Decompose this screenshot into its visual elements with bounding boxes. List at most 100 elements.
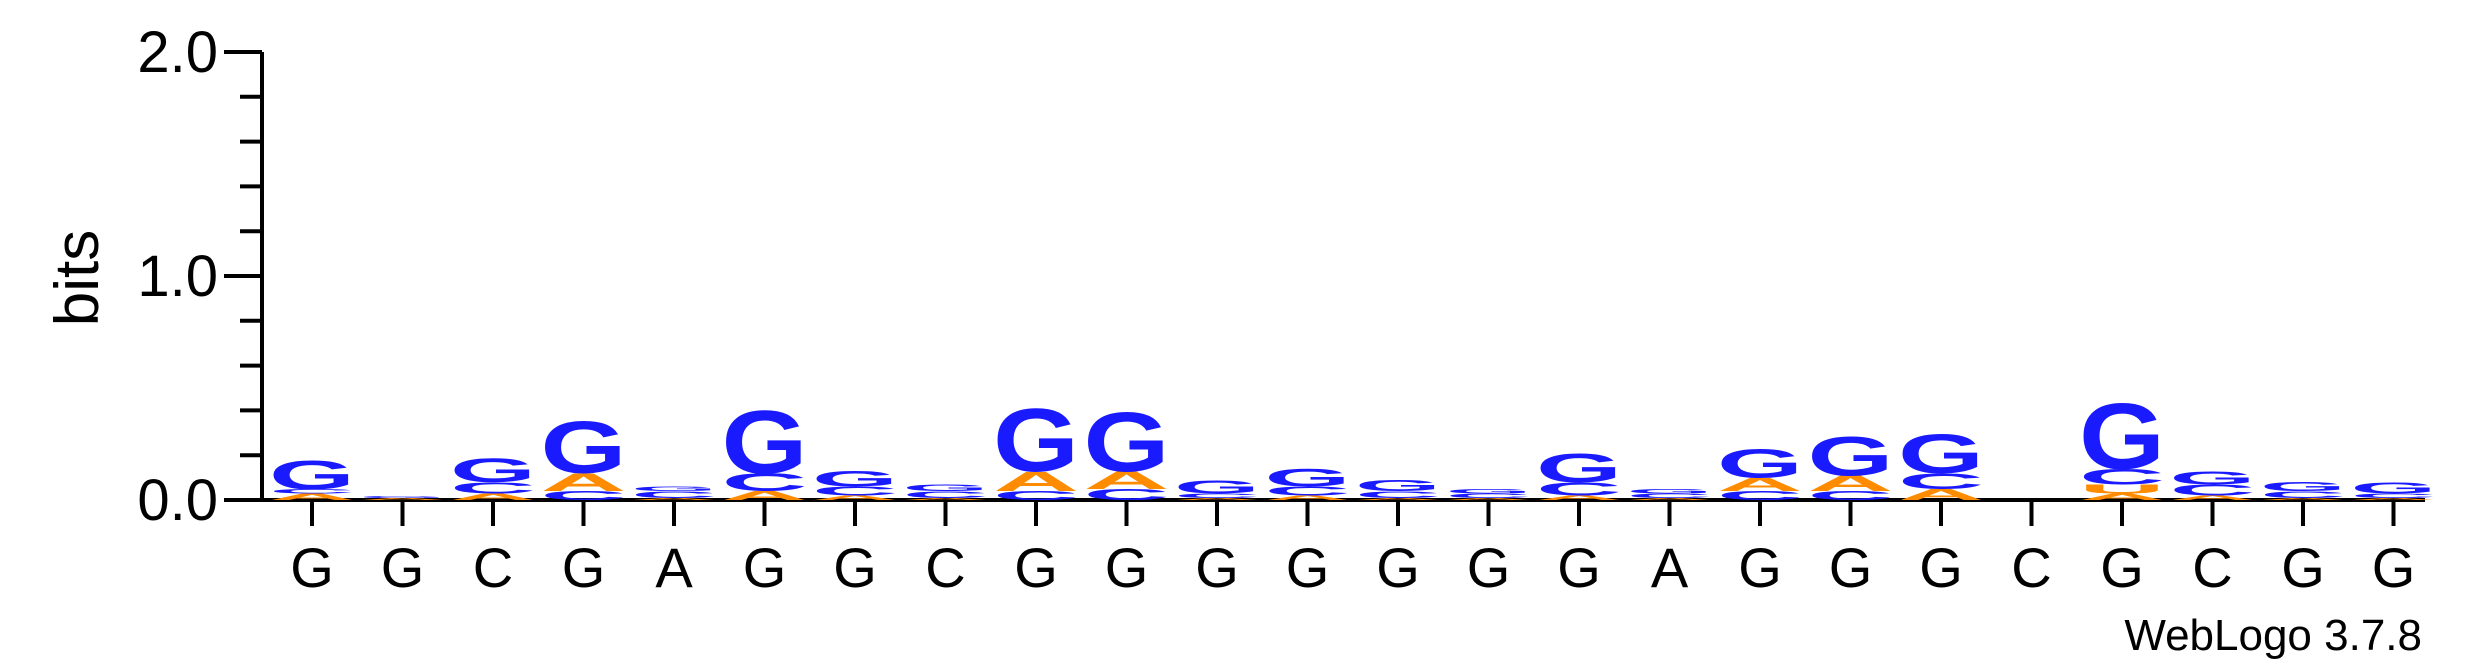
logo-letter-c: C: [2260, 489, 2346, 499]
logo-letter-a: A: [541, 469, 627, 497]
logo-letter-c: C: [903, 489, 989, 499]
logo-letter-a: A: [812, 494, 898, 501]
logo-letter-c: C: [1808, 489, 1894, 503]
logo-letter-c: C: [1536, 479, 1622, 500]
x-tick-label: C: [473, 536, 513, 599]
logo-letter-a: A: [269, 492, 355, 502]
logo-letter-c: C: [993, 489, 1079, 503]
logo-letter-a: A: [1627, 497, 1713, 500]
x-tick-label: G: [1557, 536, 1601, 599]
logo-letter-c: C: [1355, 489, 1441, 499]
logo-letter-a: A: [1265, 494, 1351, 501]
logo-letter-g: G: [1446, 488, 1532, 495]
logo-letter-g: G: [2170, 467, 2256, 488]
logo-letter-g: G: [450, 452, 536, 490]
logo-letter-c: C: [1446, 492, 1532, 499]
logo-letter-g: G: [360, 495, 446, 499]
x-tick-label: A: [1651, 536, 1689, 599]
axes: 0.0 1.0 2.0: [137, 20, 2425, 533]
logo-letter-a: A: [450, 492, 536, 502]
logo-letter-g: G: [2351, 479, 2437, 496]
y-tick-label: 0.0: [137, 468, 218, 533]
logo-letter-a: A: [1174, 497, 1260, 500]
logo-letter-g: G: [2079, 384, 2165, 489]
logo-letter-g: G: [1174, 476, 1260, 497]
x-tick-label: G: [381, 536, 425, 599]
x-tick-label: G: [743, 536, 787, 599]
logo-letter-c: C: [1898, 469, 1984, 493]
logo-letter-g: G: [541, 406, 627, 489]
x-tick-label: G: [2372, 536, 2416, 599]
x-tick-label: G: [1919, 536, 1963, 599]
x-tick-label: A: [655, 536, 693, 599]
logo-letter-g: G: [993, 390, 1079, 490]
credit-label: WebLogo 3.7.8: [2124, 611, 2422, 660]
logo-letter-a: A: [1717, 474, 1803, 495]
logo-letter-g: G: [812, 467, 898, 491]
logo-letter-a: A: [2079, 492, 2165, 502]
logo-letter-c: C: [2079, 465, 2165, 489]
logo-letter-a: A: [1084, 467, 1170, 495]
logo-letter-g: G: [1898, 423, 1984, 486]
x-tick-label: G: [562, 536, 606, 599]
x-tick-label: G: [1738, 536, 1782, 599]
logo-letter-c: C: [269, 488, 355, 495]
logo-letter-c: C: [1174, 492, 1260, 499]
y-tick-label: 2.0: [137, 20, 218, 85]
x-tick-label: C: [2192, 536, 2232, 599]
y-tick-label: 1.0: [137, 244, 218, 309]
logo-letter-a: A: [2260, 497, 2346, 500]
logo-letter-a: A: [631, 497, 717, 500]
logo-letter-c: C: [1717, 489, 1803, 503]
x-tick-label: C: [2011, 536, 2051, 599]
logo-letter-a: A: [903, 497, 989, 500]
x-tick-label: G: [1014, 536, 1058, 599]
x-tick-label: G: [2100, 536, 2144, 599]
logo-letter-c: C: [722, 469, 808, 497]
logo-letter-c: C: [631, 489, 717, 499]
logo-letter-a: A: [2351, 497, 2437, 500]
y-axis-label: bits: [43, 230, 112, 326]
logo-letter-g: G: [269, 452, 355, 497]
logo-letter-g: G: [722, 393, 808, 493]
logo-letter-a: A: [1446, 497, 1532, 500]
logo-letter-c: C: [1627, 492, 1713, 499]
logo-letter-g: G: [1808, 425, 1894, 488]
x-tick-label: G: [1467, 536, 1511, 599]
x-tick-label: G: [1286, 536, 1330, 599]
x-tick-label: G: [2281, 536, 2325, 599]
x-tick-label: G: [1195, 536, 1239, 599]
logo-letter-a: A: [1355, 497, 1441, 500]
logo-letter-g: G: [1717, 441, 1803, 486]
logo-letter-g: G: [1536, 446, 1622, 491]
logo-letter-a: A: [360, 497, 446, 500]
x-tick-label: C: [925, 536, 965, 599]
logo-letter-c: C: [541, 489, 627, 503]
logo-letter-g: G: [903, 483, 989, 493]
logo-letter-a: A: [993, 466, 1079, 497]
logo-letter-g: G: [631, 485, 717, 492]
logo-letter-g: G: [1265, 464, 1351, 492]
x-tick-label: G: [1376, 536, 1420, 599]
logo-letter-u: U: [2079, 482, 2165, 496]
logo-letter-g: G: [2260, 480, 2346, 494]
logo-letter-c: C: [450, 479, 536, 496]
logo-letter-a: A: [2170, 494, 2256, 501]
logo-letter-a: A: [1808, 472, 1894, 496]
logo-letter-c: C: [2170, 481, 2256, 498]
logo-letter-c: C: [1265, 484, 1351, 498]
logo-letter-a: A: [1898, 486, 1984, 503]
logo-letter-c: C: [1084, 486, 1170, 503]
logo-letter-a: A: [1536, 494, 1622, 501]
x-tick-label: G: [1105, 536, 1149, 599]
logo-letter-c: C: [812, 484, 898, 498]
logo-letter-c: C: [2351, 492, 2437, 499]
logo-letter-a: A: [722, 489, 808, 503]
logo-letter-g: G: [1355, 477, 1441, 494]
x-tick-label: G: [1829, 536, 1873, 599]
x-tick-label: G: [290, 536, 334, 599]
logo-letter-g: G: [1627, 488, 1713, 495]
x-tick-label: G: [833, 536, 877, 599]
